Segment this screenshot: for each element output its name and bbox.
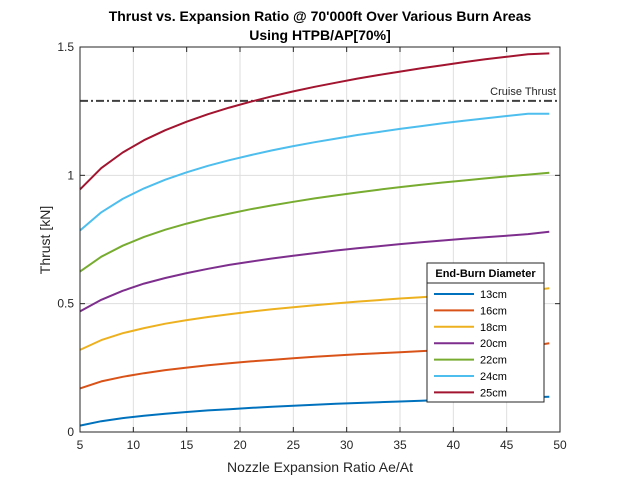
- plot-frame: [79, 46, 561, 433]
- legend-items: 13cm 16cm 18cm 20cm 22cm 24cm 25cm: [434, 289, 507, 399]
- y-axis-label: Thrust [kN]: [37, 206, 53, 274]
- chart-title-line-1: Thrust vs. Expansion Ratio @ 70'000ft Ov…: [109, 8, 532, 24]
- legend-label-25cm: 25cm: [480, 387, 507, 399]
- x-tick-label: 5: [77, 438, 84, 452]
- x-axis-label: Nozzle Expansion Ratio Ae/At: [227, 459, 413, 475]
- legend: End-Burn Diameter 13cm 16cm 18cm 20cm 22cm 24…: [426, 262, 545, 403]
- y-tick-label: 0.5: [57, 297, 74, 311]
- y-tick-label: 1: [67, 168, 74, 182]
- x-tick-labels: 5 10 15 20 25 30 35 40 45 50: [77, 438, 567, 452]
- series-line-22cm: [79, 171, 550, 273]
- series-line-25cm: [79, 52, 550, 191]
- y-tick-label: 1.5: [57, 40, 74, 54]
- x-tick-label: 40: [447, 438, 461, 452]
- x-tick-label: 25: [287, 438, 301, 452]
- x-tick-label: 30: [340, 438, 354, 452]
- legend-label-20cm: 20cm: [480, 338, 507, 350]
- x-tick-label: 10: [127, 438, 141, 452]
- series-line-24cm: [79, 112, 550, 232]
- x-tick-label: 35: [393, 438, 407, 452]
- series-line-20cm: [79, 230, 550, 313]
- y-tick-label: 0: [67, 425, 74, 439]
- y-tick-labels: 0 0.5 1 1.5: [57, 40, 74, 439]
- x-tick-label: 45: [500, 438, 514, 452]
- legend-label-13cm: 13cm: [480, 289, 507, 301]
- legend-label-22cm: 22cm: [480, 355, 507, 367]
- legend-label-16cm: 16cm: [480, 305, 507, 317]
- tick-marks: [79, 46, 561, 433]
- legend-label-18cm: 18cm: [480, 322, 507, 334]
- x-tick-label: 50: [553, 438, 567, 452]
- legend-title: End-Burn Diameter: [435, 268, 536, 280]
- x-tick-label: 20: [233, 438, 247, 452]
- chart-title-line-2: Using HTPB/AP[70%]: [249, 27, 391, 43]
- legend-label-24cm: 24cm: [480, 371, 507, 383]
- cruise-thrust-label: Cruise Thrust: [490, 86, 556, 98]
- x-tick-label: 15: [180, 438, 194, 452]
- legend-box: [426, 262, 545, 403]
- reference-line-group: Cruise Thrust: [80, 86, 560, 102]
